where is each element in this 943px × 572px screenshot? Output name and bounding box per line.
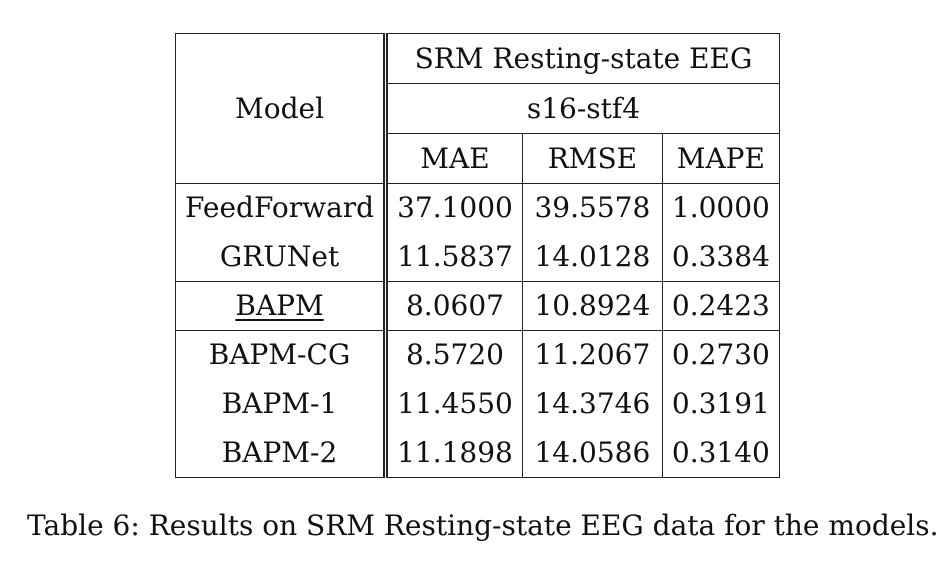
results-table: Model SRM Resting-state EEG s16-stf4 MAE… — [175, 33, 780, 478]
mae-value: 11.1898 — [385, 428, 523, 478]
rmse-value: 11.2067 — [522, 330, 663, 380]
table-row: BAPM-CG 8.5720 11.2067 0.2730 — [175, 330, 780, 380]
mape-value: 0.2730 — [662, 330, 780, 380]
model-column-header: Model — [175, 33, 389, 184]
mape-value: 0.3191 — [671, 387, 770, 420]
header-row-subset: s16-stf4 — [176, 83, 780, 134]
dataset-header: SRM Resting-state EEG — [385, 33, 780, 84]
model-name: FeedForward — [175, 183, 389, 233]
mape-value: 0.2423 — [662, 281, 780, 331]
rmse-value: 39.5578 — [522, 183, 663, 233]
subset-header: s16-stf4 — [385, 83, 780, 134]
model-name-cell: BAPM — [175, 281, 389, 331]
mape-value: 0.3384 — [671, 239, 770, 273]
metric-header-rmse: RMSE — [522, 133, 663, 184]
mae-value-best: 8.0607 — [385, 281, 523, 331]
metric-header-mape: MAPE — [676, 141, 765, 175]
model-name-underlined: BAPM — [235, 289, 324, 322]
table-row: FeedForward 37.1000 39.5578 1.0000 — [175, 183, 780, 233]
rmse-value: 14.0128 — [522, 232, 663, 282]
model-name: BAPM-CG — [175, 330, 389, 380]
model-name: BAPM-1 — [175, 379, 389, 429]
mape-value: 0.3140 — [671, 435, 770, 469]
header-row-dataset: Model SRM Resting-state EEG — [175, 33, 780, 184]
table-row: BAPM-2 11.1898 14.0586 0.3140 — [175, 428, 780, 478]
table-row-highlighted: BAPM 8.0607 10.8924 0.2423 — [175, 281, 780, 331]
header-row-metrics: MAE RMSE MAPE — [176, 133, 780, 184]
model-name: GRUNet — [175, 232, 389, 282]
table-row: BAPM-1 11.4550 14.3746 0.3191 — [175, 379, 780, 429]
mae-value: 37.1000 — [385, 183, 523, 233]
table-caption: Table 6: Results on SRM Resting-state EE… — [27, 509, 939, 542]
results-table-container: Model SRM Resting-state EEG s16-stf4 MAE… — [175, 33, 780, 478]
rmse-value: 14.3746 — [522, 379, 663, 429]
rmse-value-best: 10.8924 — [522, 281, 663, 331]
table-row: GRUNet 11.5837 14.0128 0.3384 — [175, 232, 780, 282]
mape-value: 1.0000 — [662, 183, 780, 233]
rmse-value: 14.0586 — [522, 428, 663, 478]
mae-value: 8.5720 — [385, 330, 523, 380]
mae-value: 11.4550 — [385, 379, 523, 429]
metric-header-mae: MAE — [385, 133, 523, 184]
model-name: BAPM-2 — [175, 428, 389, 478]
mae-value: 11.5837 — [385, 232, 523, 282]
